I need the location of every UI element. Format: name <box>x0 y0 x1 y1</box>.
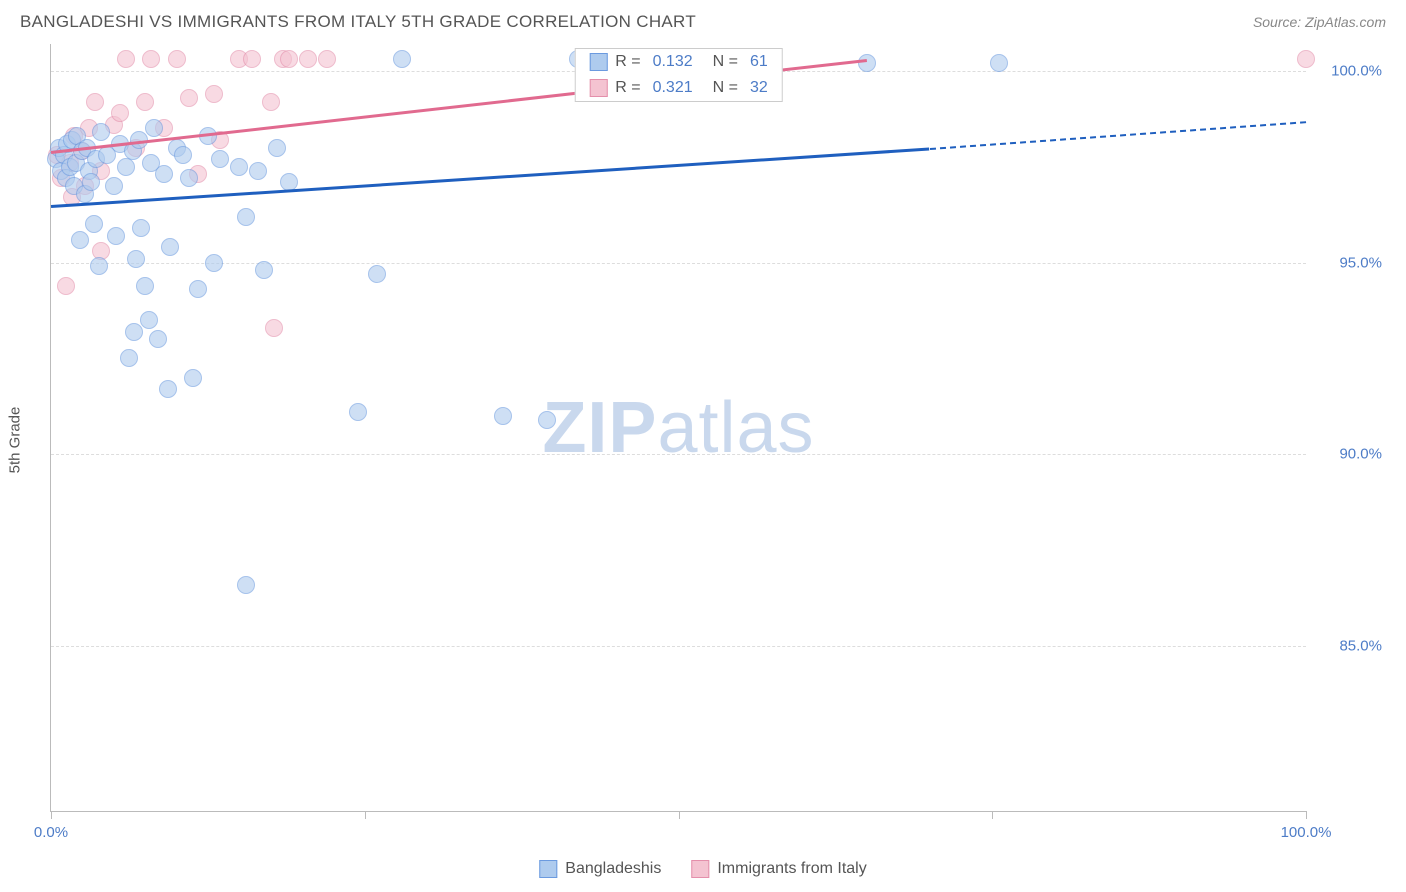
marker-italy <box>318 50 336 68</box>
marker-italy <box>205 85 223 103</box>
gridline <box>51 454 1306 455</box>
marker-bangladeshi <box>180 169 198 187</box>
y-tick-label: 90.0% <box>1312 446 1382 463</box>
marker-italy <box>280 50 298 68</box>
y-axis-label: 5th Grade <box>7 407 24 474</box>
marker-bangladeshi <box>107 227 125 245</box>
marker-bangladeshi <box>189 280 207 298</box>
marker-italy <box>117 50 135 68</box>
source-label: Source: ZipAtlas.com <box>1253 14 1386 30</box>
marker-bangladeshi <box>161 238 179 256</box>
legend-swatch <box>539 860 557 878</box>
marker-bangladeshi <box>268 139 286 157</box>
marker-bangladeshi <box>117 158 135 176</box>
marker-bangladeshi <box>140 311 158 329</box>
legend-r-label: R = <box>615 79 640 97</box>
legend-swatch <box>691 860 709 878</box>
legend-label: Immigrants from Italy <box>717 860 866 878</box>
legend-r-label: R = <box>615 53 640 71</box>
marker-bangladeshi <box>159 380 177 398</box>
legend-n-label: N = <box>713 53 738 71</box>
legend-swatch <box>589 79 607 97</box>
x-tick <box>1306 811 1307 819</box>
marker-bangladeshi <box>237 576 255 594</box>
marker-bangladeshi <box>237 208 255 226</box>
marker-bangladeshi <box>105 177 123 195</box>
x-tick-label: 100.0% <box>1281 824 1332 841</box>
marker-bangladeshi <box>174 146 192 164</box>
marker-bangladeshi <box>90 257 108 275</box>
marker-italy <box>168 50 186 68</box>
marker-italy <box>1297 50 1315 68</box>
marker-bangladeshi <box>255 261 273 279</box>
marker-bangladeshi <box>125 323 143 341</box>
legend-item: Bangladeshis <box>539 860 661 878</box>
marker-bangladeshi <box>205 254 223 272</box>
legend-item: Immigrants from Italy <box>691 860 866 878</box>
legend-r-value: 0.132 <box>653 53 693 71</box>
marker-bangladeshi <box>136 277 154 295</box>
plot-area: ZIPatlas R =0.132N =61R =0.321N =32 100.… <box>50 44 1306 812</box>
trendline-bangladeshi-extrap <box>929 121 1306 150</box>
marker-bangladeshi <box>120 349 138 367</box>
marker-bangladeshi <box>349 403 367 421</box>
marker-italy <box>243 50 261 68</box>
marker-bangladeshi <box>393 50 411 68</box>
chart-title: BANGLADESHI VS IMMIGRANTS FROM ITALY 5TH… <box>20 12 696 32</box>
marker-bangladeshi <box>92 123 110 141</box>
marker-italy <box>111 104 129 122</box>
marker-bangladeshi <box>990 54 1008 72</box>
y-tick-label: 95.0% <box>1312 254 1382 271</box>
marker-bangladeshi <box>71 231 89 249</box>
correlation-legend: R = 0.132 N = 61 R = 0.321 N = 32 <box>574 48 783 102</box>
marker-italy <box>299 50 317 68</box>
marker-bangladeshi <box>858 54 876 72</box>
marker-italy <box>180 89 198 107</box>
x-tick <box>679 811 680 819</box>
marker-bangladeshi <box>82 173 100 191</box>
marker-bangladeshi <box>538 411 556 429</box>
legend-row: R = 0.132 N = 61 <box>575 49 782 75</box>
marker-italy <box>262 93 280 111</box>
x-tick-label: 0.0% <box>34 824 68 841</box>
legend-swatch <box>589 53 607 71</box>
chart-area: 5th Grade ZIPatlas R =0.132N =61R =0.321… <box>20 38 1386 842</box>
marker-bangladeshi <box>494 407 512 425</box>
marker-italy <box>136 93 154 111</box>
marker-bangladeshi <box>230 158 248 176</box>
watermark: ZIPatlas <box>542 387 814 469</box>
legend-row: R = 0.321 N = 32 <box>575 75 782 101</box>
marker-italy <box>142 50 160 68</box>
legend-n-value: 61 <box>750 53 768 71</box>
legend-label: Bangladeshis <box>565 860 661 878</box>
marker-bangladeshi <box>85 215 103 233</box>
marker-bangladeshi <box>127 250 145 268</box>
series-legend: Bangladeshis Immigrants from Italy <box>539 860 866 878</box>
marker-bangladeshi <box>145 119 163 137</box>
y-tick-label: 85.0% <box>1312 638 1382 655</box>
marker-bangladeshi <box>184 369 202 387</box>
marker-bangladeshi <box>155 165 173 183</box>
x-tick <box>992 811 993 819</box>
marker-italy <box>86 93 104 111</box>
legend-r-value: 0.321 <box>653 79 693 97</box>
gridline <box>51 263 1306 264</box>
marker-bangladeshi <box>249 162 267 180</box>
marker-bangladeshi <box>132 219 150 237</box>
gridline <box>51 646 1306 647</box>
marker-italy <box>57 277 75 295</box>
legend-n-label: N = <box>713 79 738 97</box>
marker-bangladeshi <box>368 265 386 283</box>
marker-bangladeshi <box>211 150 229 168</box>
marker-bangladeshi <box>149 330 167 348</box>
marker-italy <box>265 319 283 337</box>
legend-n-value: 32 <box>750 79 768 97</box>
y-tick-label: 100.0% <box>1312 62 1382 79</box>
x-tick <box>51 811 52 819</box>
x-tick <box>365 811 366 819</box>
